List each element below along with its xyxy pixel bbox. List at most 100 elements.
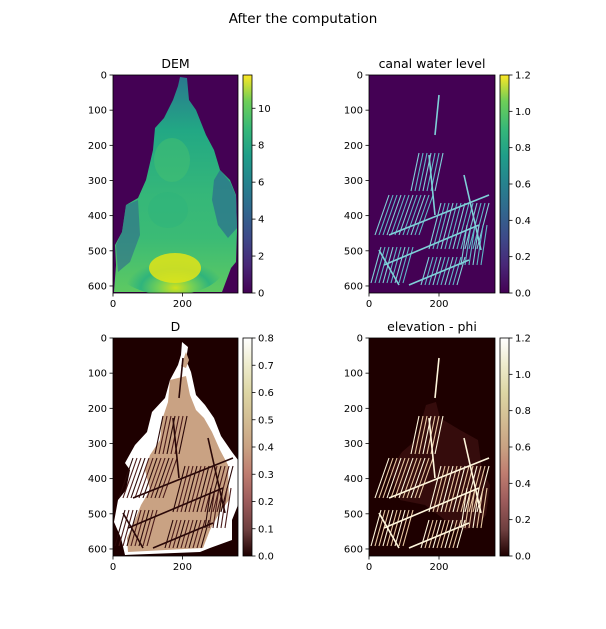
canal-stroke bbox=[196, 465, 210, 513]
canal-stroke bbox=[374, 246, 386, 284]
canal-water-level-colorbar-tick-label: 0.2 bbox=[515, 252, 531, 263]
dem-colorbar-tick-label: 0 bbox=[258, 289, 264, 300]
canal-stroke bbox=[434, 357, 440, 399]
canal-water-level-ytick-label: 0 bbox=[357, 71, 363, 82]
elevation-phi-xtick-label: 0 bbox=[366, 562, 372, 573]
canal-water-level-axes-frame bbox=[368, 74, 496, 294]
canal-stroke bbox=[394, 457, 410, 499]
canal-water-level-axes: canal water level 0 200 0 100 200 300 400 500 600… bbox=[344, 56, 531, 310]
canal-stroke bbox=[428, 519, 438, 549]
dem-colorbar bbox=[242, 74, 253, 294]
canal-stroke bbox=[408, 259, 470, 286]
canal-stroke bbox=[378, 249, 400, 286]
elevation-phi-colorbar-tick-label: 0.2 bbox=[515, 515, 531, 526]
canal-stroke bbox=[394, 246, 406, 284]
canal-stroke bbox=[418, 457, 434, 499]
canal-stroke bbox=[432, 202, 446, 250]
canal-stroke bbox=[114, 509, 126, 547]
canal-stroke bbox=[398, 194, 414, 236]
canal-stroke bbox=[464, 487, 472, 529]
canal-stroke bbox=[460, 487, 468, 529]
d-xtick-label: 0 bbox=[110, 562, 116, 573]
canal-stroke bbox=[178, 415, 188, 455]
canal-stroke bbox=[428, 202, 442, 250]
canal-stroke bbox=[176, 465, 190, 513]
elevation-phi-colorbar-tick-label: 0.6 bbox=[515, 443, 531, 454]
canal-stroke bbox=[132, 457, 234, 499]
d-ytick-label: 300 bbox=[88, 439, 107, 450]
d-colorbar-tick-label: 0.2 bbox=[258, 497, 274, 508]
canal-stroke bbox=[200, 465, 214, 513]
canal-stroke bbox=[390, 509, 402, 547]
elevation-phi-colorbar bbox=[499, 337, 510, 557]
canal-stroke bbox=[142, 457, 158, 499]
canal-stroke bbox=[172, 519, 182, 549]
canal-water-level-colorbar-tick-label: 0.8 bbox=[515, 143, 531, 154]
elevation-phi-colorbar-tick-label: 1.0 bbox=[515, 370, 531, 381]
canal-stroke bbox=[394, 509, 406, 547]
canal-water-level-colorbar-tick-label: 0.4 bbox=[515, 216, 531, 227]
canal-water-level-image bbox=[369, 75, 495, 293]
canal-stroke bbox=[414, 152, 424, 192]
canal-stroke bbox=[204, 487, 212, 529]
elevation-phi-ytick-label: 200 bbox=[344, 404, 363, 415]
canal-stroke bbox=[126, 457, 142, 499]
dem-xtick-label: 200 bbox=[173, 299, 192, 310]
canal-stroke bbox=[480, 487, 488, 529]
canal-stroke bbox=[138, 509, 150, 547]
canal-stroke bbox=[428, 154, 436, 216]
canal-stroke bbox=[394, 194, 410, 236]
canal-stroke bbox=[118, 509, 130, 547]
canal-water-level-colorbar bbox=[499, 74, 510, 294]
canal-stroke bbox=[406, 457, 422, 499]
canal-stroke bbox=[456, 465, 470, 513]
canal-water-level-xtick-label: 0 bbox=[366, 299, 372, 310]
canal-stroke bbox=[448, 202, 462, 250]
canal-stroke bbox=[172, 417, 180, 479]
dem-image bbox=[113, 75, 238, 293]
d-colorbar-tick-label: 0.5 bbox=[258, 415, 274, 426]
canal-stroke bbox=[212, 487, 220, 529]
canal-stroke bbox=[178, 357, 184, 399]
dem-axes-frame bbox=[112, 74, 239, 294]
canal-stroke bbox=[406, 194, 422, 236]
elevation-phi-ytick-label: 400 bbox=[344, 474, 363, 485]
canal-stroke bbox=[158, 457, 174, 499]
canal-stroke bbox=[464, 224, 472, 266]
d-axes: D 0 200 0 100 200 300 400 500 600 0.0 0.1 0.2 0.3 0.4 0… bbox=[88, 319, 274, 573]
canal-water-level-colorbar-tick-label: 0.0 bbox=[515, 289, 531, 300]
elevation-phi-ytick-label: 300 bbox=[344, 439, 363, 450]
elevation-phi-ytick-label: 0 bbox=[357, 334, 363, 345]
figure-title: After the computation bbox=[229, 11, 378, 27]
canal-stroke bbox=[444, 256, 454, 286]
canal-stroke bbox=[444, 465, 458, 513]
canal-stroke bbox=[192, 465, 206, 513]
canal-stroke bbox=[162, 457, 178, 499]
canal-stroke bbox=[386, 509, 398, 547]
canal-stroke bbox=[386, 457, 402, 499]
canal-stroke bbox=[398, 457, 414, 499]
elevation-phi-colorbar-tick-label: 0.8 bbox=[515, 406, 531, 417]
canal-stroke bbox=[382, 457, 398, 499]
elevation-phi-image bbox=[369, 338, 495, 556]
canal-water-level-title: canal water level bbox=[379, 56, 486, 71]
dem-ytick-label: 200 bbox=[88, 141, 107, 152]
canal-stroke bbox=[418, 152, 428, 192]
dem-xtick-label: 0 bbox=[110, 299, 116, 310]
d-ytick-label: 100 bbox=[88, 369, 107, 380]
canal-stroke bbox=[224, 487, 232, 529]
canal-stroke bbox=[463, 437, 482, 514]
d-axes-frame bbox=[112, 337, 239, 557]
canal-stroke bbox=[432, 256, 442, 286]
canal-stroke bbox=[468, 224, 476, 266]
canal-stroke bbox=[134, 457, 150, 499]
canal-stroke bbox=[424, 256, 434, 286]
canal-stroke bbox=[480, 224, 488, 266]
d-colorbar-tick-label: 0.3 bbox=[258, 470, 274, 481]
d-ytick-label: 200 bbox=[88, 404, 107, 415]
canal-stroke bbox=[154, 415, 164, 455]
elevation-phi-colorbar-tick-label: 0.4 bbox=[515, 479, 531, 490]
canal-stroke bbox=[440, 256, 450, 286]
canal-stroke bbox=[472, 487, 480, 529]
